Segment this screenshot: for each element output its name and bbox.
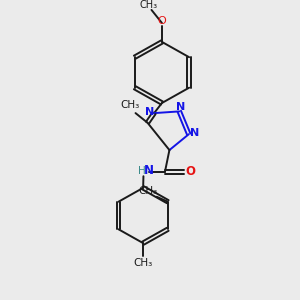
Text: CH₃: CH₃ (134, 259, 153, 269)
Text: H: H (138, 166, 146, 176)
Text: N: N (176, 102, 185, 112)
Text: CH₃: CH₃ (139, 186, 158, 196)
Text: N: N (190, 128, 199, 138)
Text: CH₃: CH₃ (140, 0, 158, 10)
Text: CH₃: CH₃ (120, 100, 139, 110)
Text: N: N (145, 107, 154, 117)
Text: N: N (143, 164, 154, 178)
Text: O: O (185, 165, 195, 178)
Text: O: O (158, 16, 166, 26)
